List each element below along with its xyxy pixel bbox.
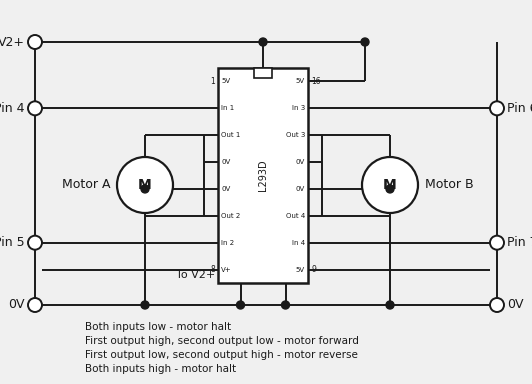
- Text: Both inputs low - motor halt: Both inputs low - motor halt: [85, 322, 231, 332]
- Circle shape: [28, 101, 42, 115]
- Circle shape: [490, 236, 504, 250]
- Text: Both inputs high - motor halt: Both inputs high - motor halt: [85, 364, 236, 374]
- Text: M: M: [383, 178, 397, 192]
- Text: In 4: In 4: [292, 240, 305, 246]
- Text: Out 1: Out 1: [221, 132, 240, 138]
- Bar: [254, 68, 272, 78]
- Bar: [218, 68, 308, 283]
- Text: 1: 1: [210, 77, 215, 86]
- Circle shape: [237, 301, 245, 309]
- Circle shape: [28, 236, 42, 250]
- Text: Pin 4: Pin 4: [0, 102, 25, 115]
- Text: In 1: In 1: [221, 105, 234, 111]
- Circle shape: [28, 35, 42, 49]
- Text: 16: 16: [311, 77, 321, 86]
- Text: L293D: L293D: [258, 160, 268, 191]
- Circle shape: [490, 101, 504, 115]
- Circle shape: [281, 301, 289, 309]
- Text: 5V: 5V: [296, 266, 305, 273]
- Text: To V2+: To V2+: [176, 270, 215, 280]
- Text: 0V: 0V: [221, 186, 230, 192]
- Text: 5V: 5V: [296, 78, 305, 84]
- Text: Out 3: Out 3: [286, 132, 305, 138]
- Text: First output high, second output low - motor forward: First output high, second output low - m…: [85, 336, 359, 346]
- Text: Motor A: Motor A: [62, 179, 110, 192]
- Text: Out 4: Out 4: [286, 213, 305, 219]
- Text: Pin 5: Pin 5: [0, 236, 25, 249]
- Text: V2+: V2+: [0, 35, 25, 48]
- Text: M: M: [138, 178, 152, 192]
- Circle shape: [28, 298, 42, 312]
- Circle shape: [141, 301, 149, 309]
- Circle shape: [117, 157, 173, 213]
- Text: 5V: 5V: [221, 78, 230, 84]
- Text: 8: 8: [210, 265, 215, 274]
- Text: Pin 7: Pin 7: [507, 236, 532, 249]
- Circle shape: [362, 157, 418, 213]
- Text: V+: V+: [221, 266, 231, 273]
- Text: 0V: 0V: [9, 298, 25, 311]
- Text: Pin 6: Pin 6: [507, 102, 532, 115]
- Circle shape: [386, 185, 394, 193]
- Text: 0V: 0V: [221, 159, 230, 165]
- Circle shape: [490, 298, 504, 312]
- Text: Out 2: Out 2: [221, 213, 240, 219]
- Text: In 3: In 3: [292, 105, 305, 111]
- Text: Motor B: Motor B: [425, 179, 473, 192]
- Circle shape: [361, 38, 369, 46]
- Circle shape: [141, 185, 149, 193]
- Text: 0V: 0V: [296, 186, 305, 192]
- Text: 0V: 0V: [507, 298, 523, 311]
- Text: 0V: 0V: [296, 159, 305, 165]
- Text: 9: 9: [311, 265, 316, 274]
- Text: In 2: In 2: [221, 240, 234, 246]
- Circle shape: [259, 38, 267, 46]
- Text: First output low, second output high - motor reverse: First output low, second output high - m…: [85, 350, 358, 360]
- Circle shape: [386, 301, 394, 309]
